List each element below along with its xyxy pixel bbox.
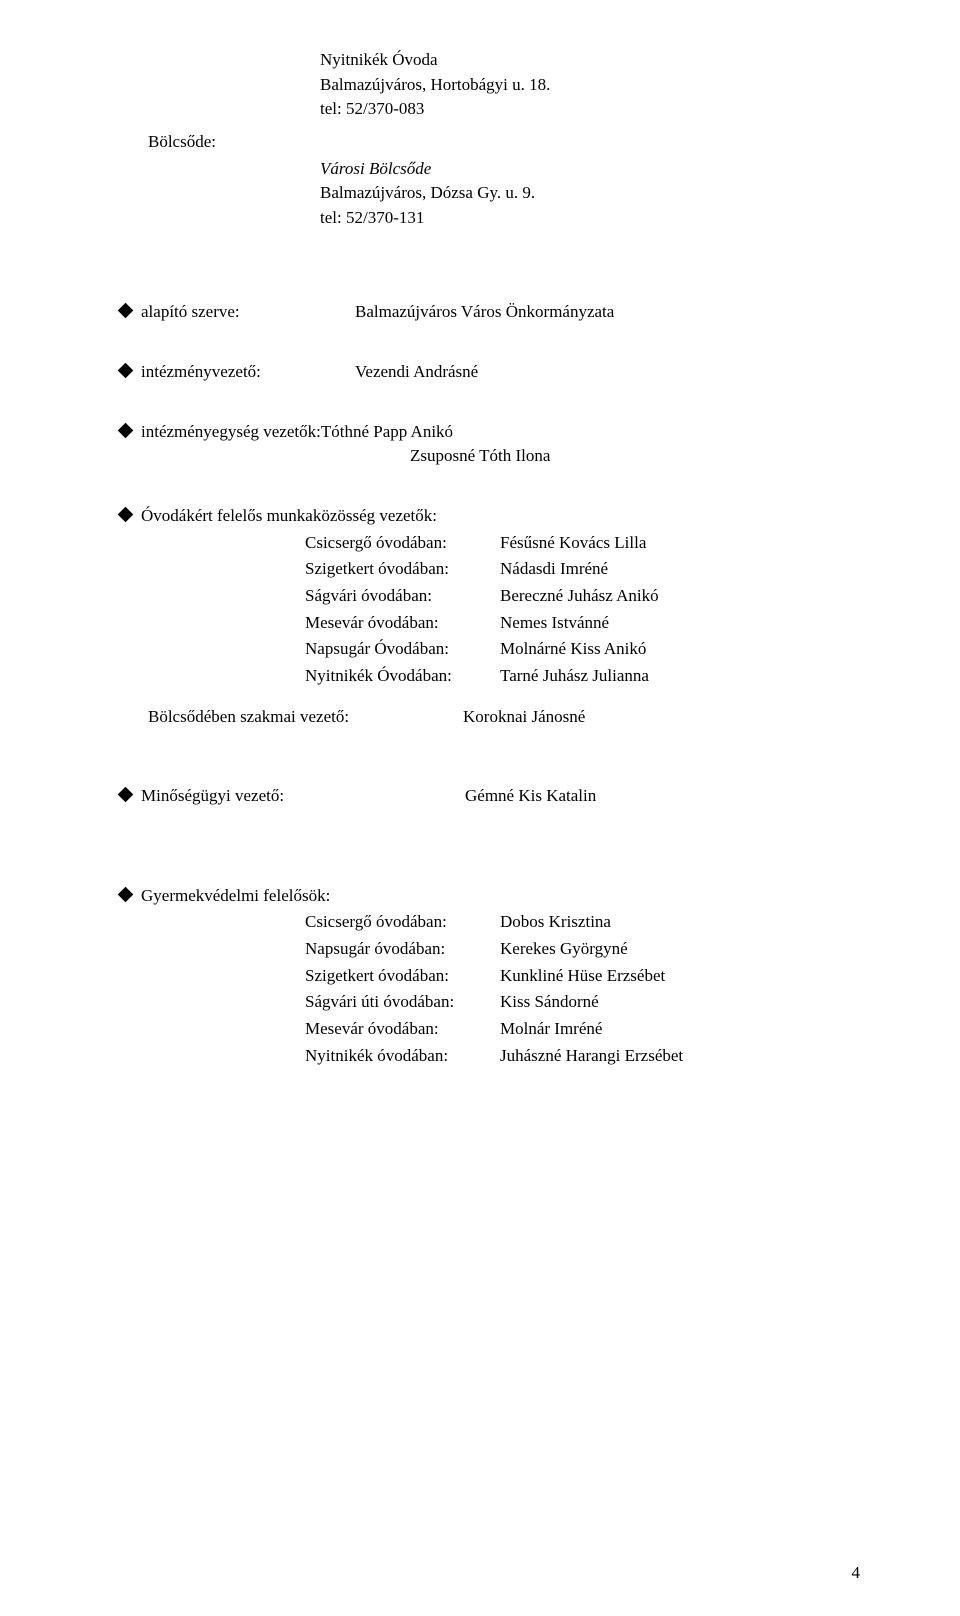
item-value: Kiss Sándorné	[500, 992, 599, 1011]
item-key: Szigetkert óvodában:	[305, 557, 500, 582]
bolcsvez-label: Bölcsődében szakmai vezető:	[148, 705, 378, 730]
item-key: Nyitnikék óvodában:	[305, 1044, 500, 1069]
integys-label: intézményegység vezetők:Tóthné Papp Anik…	[141, 422, 453, 441]
list-item: Napsugár óvodában:Kerekes Györgyné	[305, 937, 860, 962]
bolcsode-tel: tel: 52/370-131	[320, 206, 860, 231]
list-item: Szigetkert óvodában:Nádasdi Imréné	[305, 557, 860, 582]
document-page: Nyitnikék Óvoda Balmazújváros, Hortobágy…	[0, 0, 960, 1616]
alapito-label: alapító szerve:	[141, 302, 240, 321]
bullet-icon	[118, 787, 134, 803]
bolcsode-addr: Balmazújváros, Dózsa Gy. u. 9.	[320, 181, 860, 206]
bullet-icon	[118, 303, 134, 319]
bolcsode-label: Bölcsőde:	[148, 130, 860, 155]
bolcsode-name: Városi Bölcsőde	[320, 157, 860, 182]
bullet-icon	[118, 507, 134, 523]
list-item: Ságvári úti óvodában:Kiss Sándorné	[305, 990, 860, 1015]
item-value: Dobos Krisztina	[500, 912, 611, 931]
list-item: Mesevár óvodában:Molnár Imréné	[305, 1017, 860, 1042]
page-number: 4	[852, 1561, 861, 1586]
item-key: Mesevár óvodában:	[305, 611, 500, 636]
item-value: Molnárné Kiss Anikó	[500, 639, 646, 658]
item-key: Ságvári úti óvodában:	[305, 990, 500, 1015]
mk-label: Óvodákért felelős munkaközösség vezetők:	[141, 506, 437, 525]
integys-line2: Zsuposné Tóth Ilona	[410, 444, 860, 469]
intvez-label: intézményvezető:	[141, 362, 261, 381]
item-value: Nádasdi Imréné	[500, 559, 608, 578]
minoseg-label: Minőségügyi vezető:	[141, 786, 284, 805]
item-value: Juhászné Harangi Erzsébet	[500, 1046, 683, 1065]
bullet-icon	[118, 422, 134, 438]
bullet-icon	[118, 887, 134, 903]
header-org: Nyitnikék Óvoda	[320, 48, 860, 73]
header-addr: Balmazújváros, Hortobágyi u. 18.	[320, 73, 860, 98]
list-item: Szigetkert óvodában:Kunkliné Hüse Erzséb…	[305, 964, 860, 989]
integys-block: intézményegység vezetők:Tóthné Papp Anik…	[120, 420, 860, 469]
intvez-row: intézményvezető: Vezendi Andrásné	[120, 360, 860, 385]
item-key: Napsugár Óvodában:	[305, 637, 500, 662]
mk-block: Óvodákért felelős munkaközösség vezetők:…	[120, 504, 860, 688]
list-item: Csicsergő óvodában:Fésűsné Kovács Lilla	[305, 531, 860, 556]
item-value: Tarné Juhász Julianna	[500, 666, 649, 685]
item-key: Nyitnikék Óvodában:	[305, 664, 500, 689]
intvez-value: Vezendi Andrásné	[355, 360, 478, 385]
alapito-row: alapító szerve: Balmazújváros Város Önko…	[120, 300, 860, 325]
item-key: Csicsergő óvodában:	[305, 531, 500, 556]
bullet-icon	[118, 363, 134, 379]
list-item: Mesevár óvodában:Nemes Istvánné	[305, 611, 860, 636]
list-item: Nyitnikék óvodában:Juhászné Harangi Erzs…	[305, 1044, 860, 1069]
item-value: Kerekes Györgyné	[500, 939, 628, 958]
list-item: Ságvári óvodában:Bereczné Juhász Anikó	[305, 584, 860, 609]
gyv-block: Gyermekvédelmi felelősök: Csicsergő óvod…	[120, 884, 860, 1068]
bolcsvez-value: Koroknai Jánosné	[463, 705, 585, 730]
alapito-value: Balmazújváros Város Önkormányzata	[355, 300, 614, 325]
header-block: Nyitnikék Óvoda Balmazújváros, Hortobágy…	[320, 48, 860, 122]
gyv-label: Gyermekvédelmi felelősök:	[141, 886, 330, 905]
bolcsvez-row: Bölcsődében szakmai vezető: Koroknai Ján…	[120, 705, 860, 730]
item-value: Fésűsné Kovács Lilla	[500, 533, 646, 552]
item-key: Napsugár óvodában:	[305, 937, 500, 962]
list-item: Nyitnikék Óvodában:Tarné Juhász Julianna	[305, 664, 860, 689]
bolcsode-block: Városi Bölcsőde Balmazújváros, Dózsa Gy.…	[320, 157, 860, 231]
item-key: Ságvári óvodában:	[305, 584, 500, 609]
item-key: Csicsergő óvodában:	[305, 910, 500, 935]
item-key: Mesevár óvodában:	[305, 1017, 500, 1042]
header-tel: tel: 52/370-083	[320, 97, 860, 122]
item-value: Nemes Istvánné	[500, 613, 609, 632]
minoseg-row: Minőségügyi vezető: Gémné Kis Katalin	[120, 784, 860, 809]
minoseg-value: Gémné Kis Katalin	[465, 784, 596, 809]
item-value: Molnár Imréné	[500, 1019, 602, 1038]
item-value: Bereczné Juhász Anikó	[500, 586, 659, 605]
item-key: Szigetkert óvodában:	[305, 964, 500, 989]
list-item: Csicsergő óvodában:Dobos Krisztina	[305, 910, 860, 935]
item-value: Kunkliné Hüse Erzsébet	[500, 966, 665, 985]
list-item: Napsugár Óvodában:Molnárné Kiss Anikó	[305, 637, 860, 662]
